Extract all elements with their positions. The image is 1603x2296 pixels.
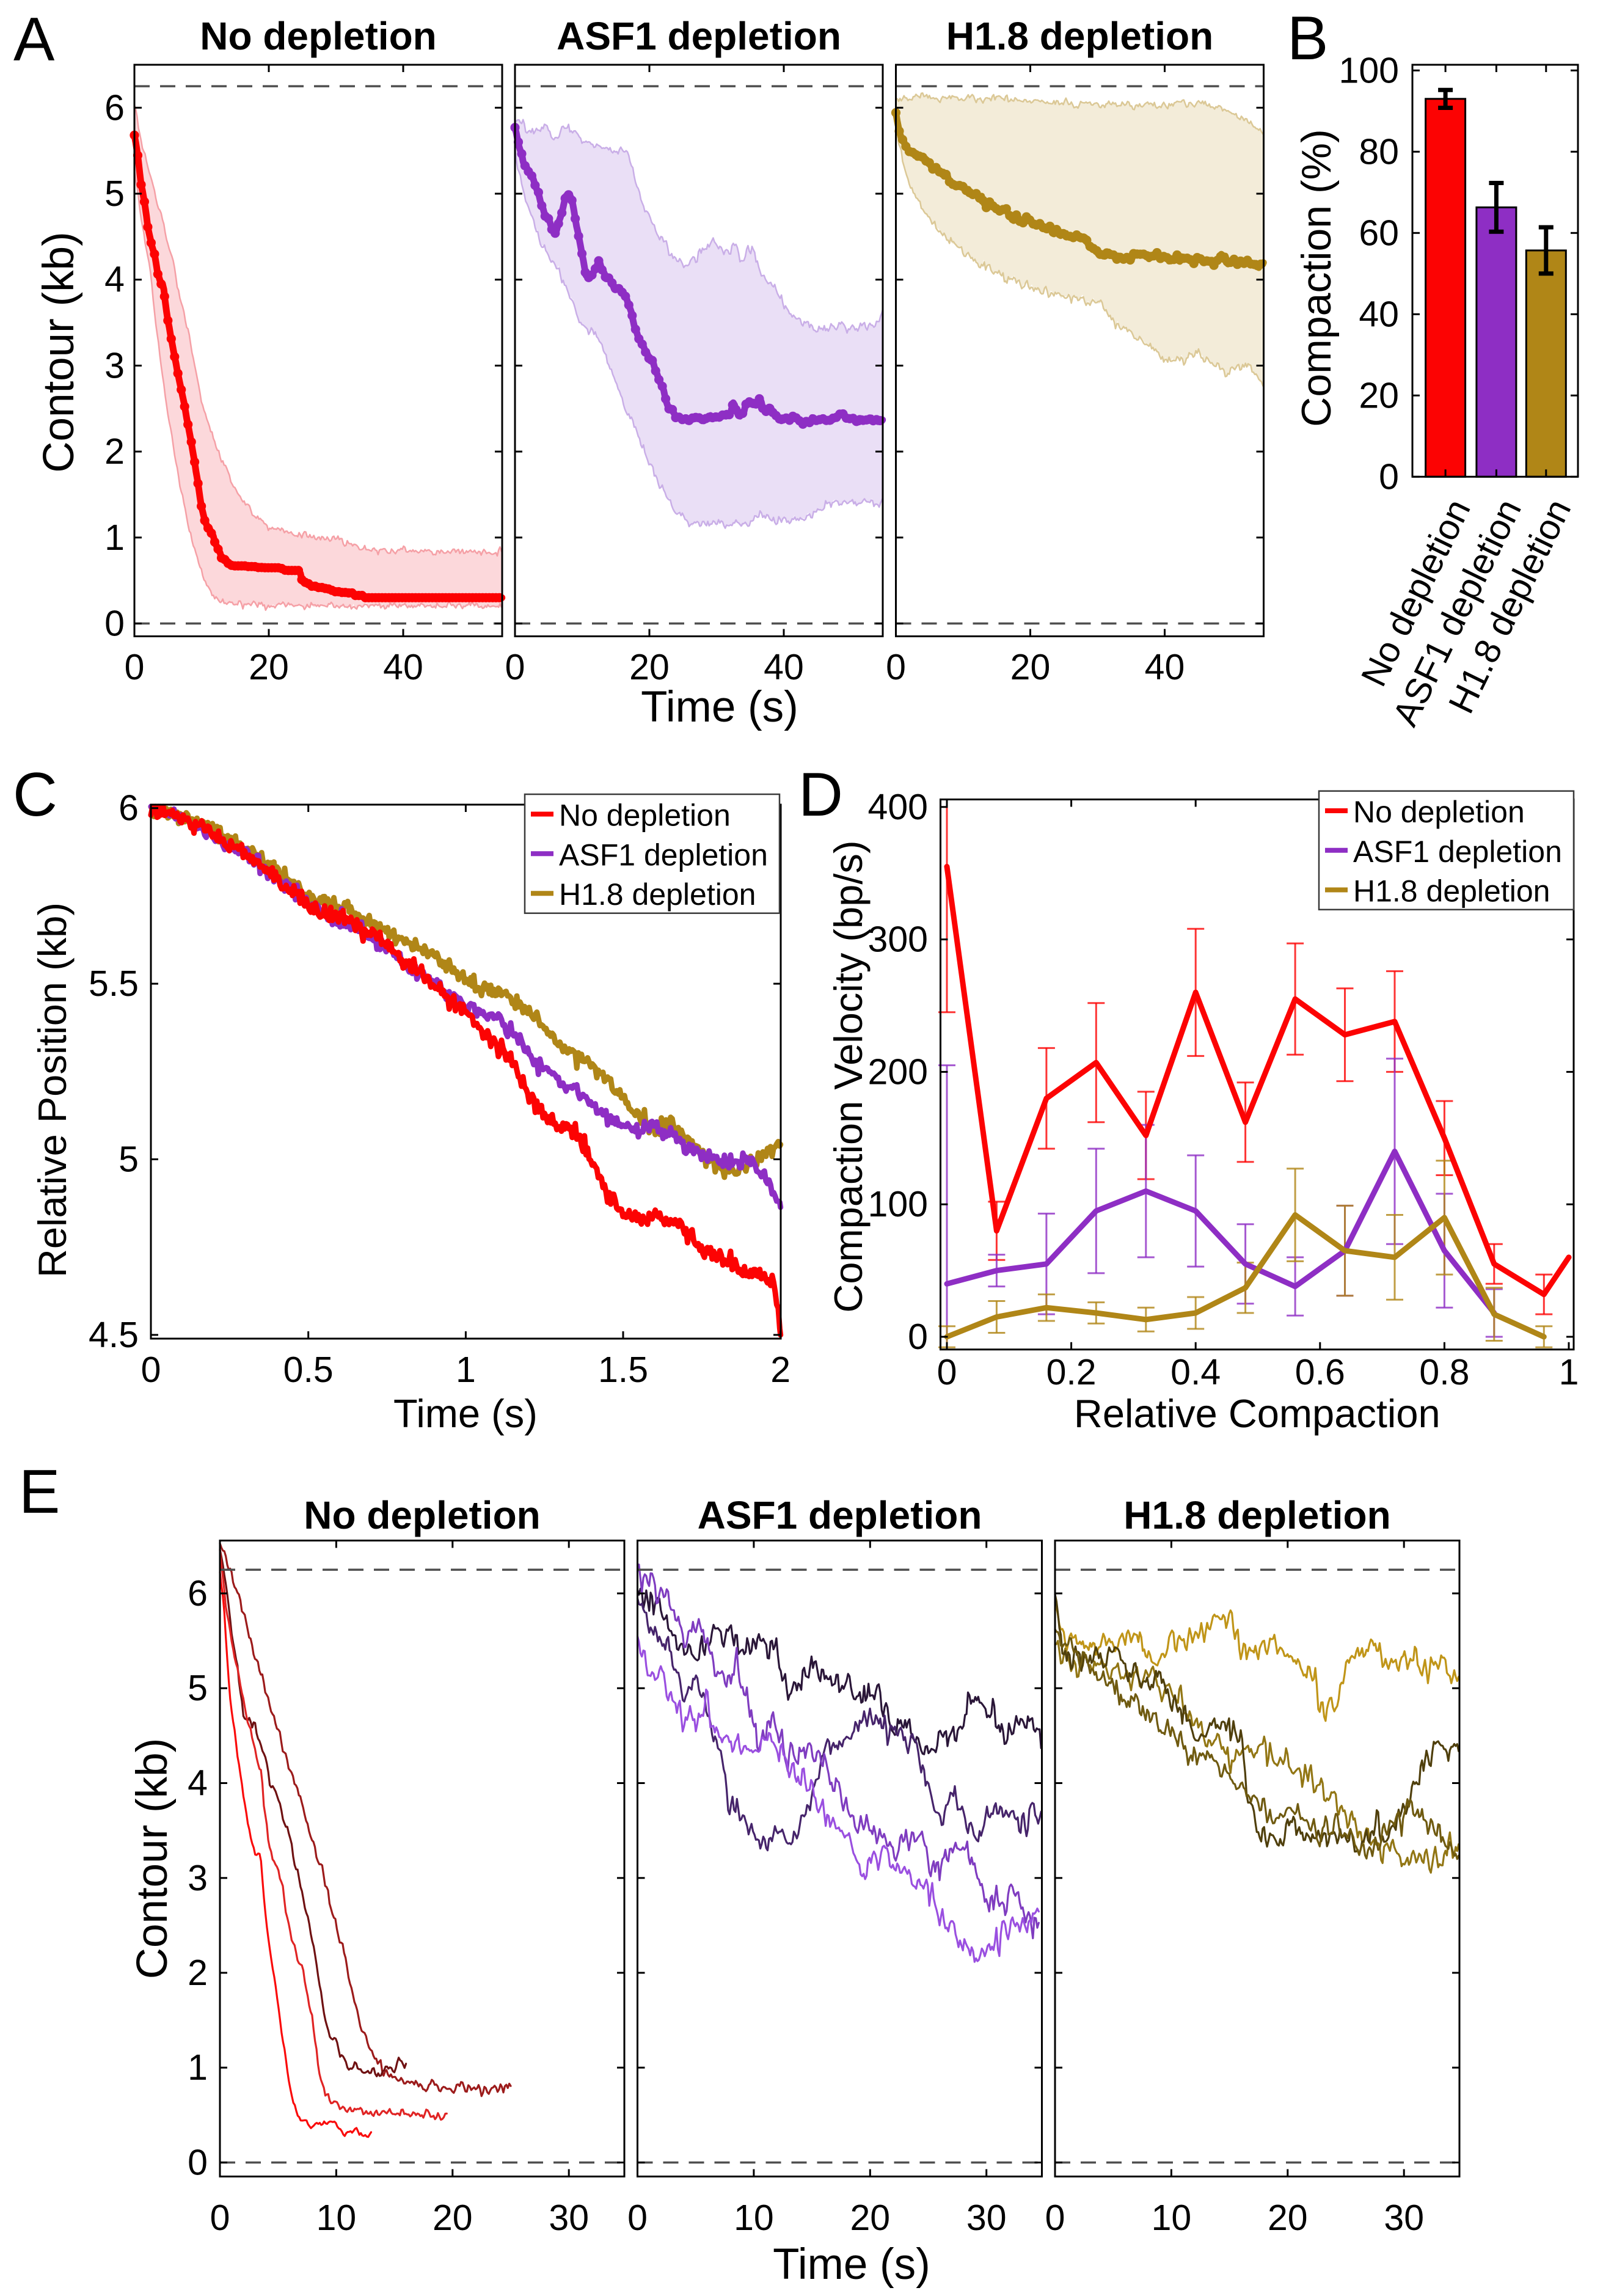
svg-text:300: 300	[868, 919, 928, 960]
svg-text:6: 6	[188, 1573, 208, 1614]
svg-text:5: 5	[104, 174, 125, 214]
svg-text:4.5: 4.5	[89, 1315, 139, 1355]
svg-text:40: 40	[1145, 647, 1185, 687]
svg-text:0: 0	[104, 604, 125, 644]
svg-text:0: 0	[1379, 456, 1399, 497]
svg-text:No depletion: No depletion	[1353, 795, 1525, 829]
svg-text:2: 2	[770, 1350, 791, 1390]
svg-text:200: 200	[868, 1051, 928, 1092]
svg-text:C: C	[13, 761, 57, 829]
svg-text:2: 2	[104, 431, 125, 472]
svg-text:60: 60	[1359, 213, 1399, 253]
svg-text:E: E	[19, 1458, 60, 1526]
svg-text:30: 30	[1384, 2198, 1424, 2238]
svg-text:ASF1 depletion: ASF1 depletion	[559, 838, 768, 872]
svg-text:0.8: 0.8	[1419, 1352, 1469, 1392]
svg-text:0: 0	[210, 2198, 230, 2238]
svg-text:40: 40	[764, 647, 804, 687]
svg-text:4: 4	[104, 260, 125, 300]
svg-text:20: 20	[1359, 375, 1399, 415]
svg-text:A: A	[13, 5, 55, 74]
svg-text:D: D	[798, 761, 843, 829]
svg-text:H1.8 depletion: H1.8 depletion	[1353, 874, 1550, 909]
svg-text:0.4: 0.4	[1170, 1352, 1221, 1392]
svg-text:H1.8 depletion: H1.8 depletion	[559, 877, 756, 912]
svg-text:H1.8 depletion: H1.8 depletion	[1123, 1493, 1390, 1537]
svg-text:10: 10	[734, 2198, 774, 2238]
svg-text:30: 30	[966, 2198, 1007, 2238]
svg-text:20: 20	[433, 2198, 473, 2238]
svg-text:Contour (kb): Contour (kb)	[128, 1738, 177, 1980]
svg-text:20: 20	[249, 647, 289, 687]
svg-text:6: 6	[119, 788, 139, 828]
svg-text:1: 1	[1559, 1352, 1579, 1392]
svg-text:3: 3	[104, 345, 125, 386]
svg-text:0: 0	[125, 647, 145, 687]
svg-text:0: 0	[1045, 2198, 1065, 2238]
svg-text:No depletion: No depletion	[559, 799, 731, 833]
svg-text:5: 5	[119, 1139, 139, 1180]
svg-text:0.6: 0.6	[1295, 1352, 1345, 1392]
svg-text:1: 1	[104, 517, 125, 558]
svg-text:0: 0	[886, 647, 906, 687]
svg-text:0.2: 0.2	[1046, 1352, 1097, 1392]
svg-text:20: 20	[1010, 647, 1051, 687]
svg-text:Time (s): Time (s)	[393, 1391, 538, 1436]
svg-text:Compaction (%): Compaction (%)	[1293, 129, 1340, 427]
svg-text:No depletion: No depletion	[200, 14, 437, 58]
svg-text:Compaction Velocity (bp/s): Compaction Velocity (bp/s)	[826, 840, 871, 1312]
svg-text:20: 20	[629, 647, 670, 687]
svg-text:4: 4	[188, 1763, 208, 1804]
svg-text:0.5: 0.5	[283, 1350, 334, 1390]
svg-text:100: 100	[868, 1184, 928, 1224]
svg-text:ASF1 depletion: ASF1 depletion	[1353, 835, 1562, 869]
svg-text:6: 6	[104, 87, 125, 128]
svg-text:No depletion: No depletion	[304, 1493, 541, 1537]
svg-text:10: 10	[1152, 2198, 1192, 2238]
svg-text:0: 0	[505, 647, 525, 687]
svg-text:10: 10	[316, 2198, 357, 2238]
svg-text:H1.8 depletion: H1.8 depletion	[946, 14, 1213, 58]
svg-text:1: 1	[188, 2047, 208, 2088]
svg-text:0: 0	[908, 1317, 928, 1357]
svg-text:0: 0	[141, 1350, 161, 1390]
svg-text:40: 40	[383, 647, 423, 687]
svg-text:Contour (kb): Contour (kb)	[35, 232, 83, 473]
svg-text:20: 20	[850, 2198, 890, 2238]
svg-text:100: 100	[1339, 50, 1399, 90]
svg-text:Relative Position (kb): Relative Position (kb)	[30, 902, 75, 1278]
svg-text:40: 40	[1359, 294, 1399, 334]
svg-text:ASF1 depletion: ASF1 depletion	[698, 1493, 982, 1537]
svg-text:80: 80	[1359, 131, 1399, 172]
svg-text:400: 400	[868, 787, 928, 827]
svg-text:Time (s): Time (s)	[641, 683, 798, 731]
svg-text:2: 2	[188, 1953, 208, 1993]
svg-text:0: 0	[627, 2198, 648, 2238]
svg-text:30: 30	[549, 2198, 589, 2238]
svg-text:5.5: 5.5	[89, 963, 139, 1004]
svg-text:3: 3	[188, 1858, 208, 1898]
svg-text:20: 20	[1268, 2198, 1308, 2238]
svg-text:1.5: 1.5	[598, 1350, 648, 1390]
svg-text:0: 0	[937, 1352, 957, 1392]
svg-text:B: B	[1287, 4, 1328, 73]
svg-text:0: 0	[188, 2143, 208, 2183]
svg-text:5: 5	[188, 1668, 208, 1708]
svg-text:Relative Compaction: Relative Compaction	[1074, 1391, 1441, 1436]
svg-text:ASF1 depletion: ASF1 depletion	[557, 14, 841, 58]
svg-text:Time (s): Time (s)	[773, 2240, 930, 2289]
svg-text:1: 1	[456, 1350, 476, 1390]
